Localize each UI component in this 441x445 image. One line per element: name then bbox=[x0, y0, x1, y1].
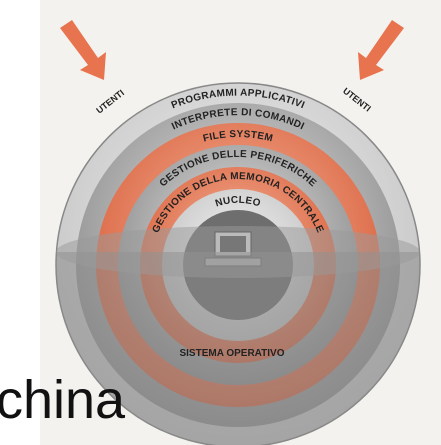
base-label: SISTEMA OPERATIVO bbox=[179, 348, 284, 359]
arrows bbox=[60, 20, 404, 80]
layer-label: NUCLEO bbox=[214, 195, 262, 210]
layer-label-path: NUCLEO bbox=[214, 195, 262, 210]
layer-label-path: FILE SYSTEM bbox=[202, 129, 274, 145]
overlay-text: china bbox=[0, 370, 126, 430]
layer-label: FILE SYSTEM bbox=[202, 129, 274, 145]
